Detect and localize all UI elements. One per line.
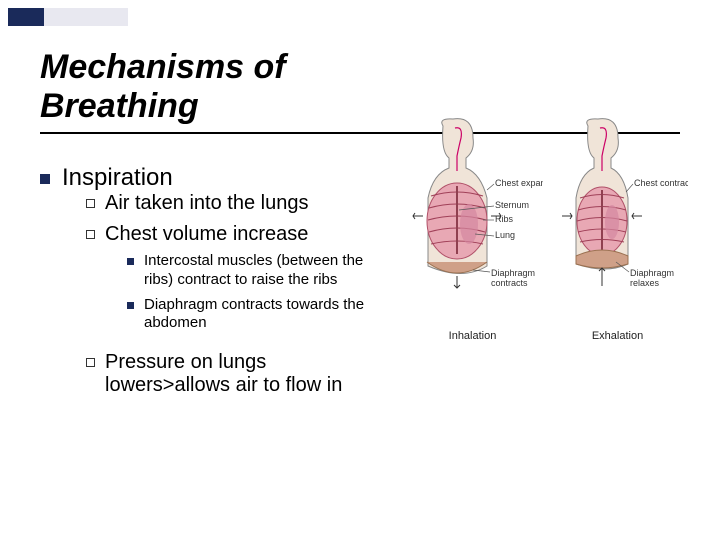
bullet-list-lvl3: Intercostal muscles (between the ribs) c…	[127, 252, 390, 333]
list-item: Pressure on lungs lowers>allows air to f…	[86, 351, 390, 397]
bullet-small-square-icon	[127, 258, 134, 265]
lung-shape	[605, 205, 619, 239]
contract-arrow-right-icon	[632, 213, 642, 219]
list-item: Chest volume increase Intercostal muscle…	[86, 223, 390, 343]
exhalation-caption: Exhalation	[548, 330, 688, 342]
page-title: Mechanisms of Breathing	[40, 48, 390, 126]
anno-diaphragm: Diaphragmcontracts	[491, 268, 535, 288]
lvl3-text: Diaphragm contracts towards the abdomen	[144, 296, 390, 334]
lvl3-text: Intercostal muscles (between the ribs) c…	[144, 252, 390, 290]
contract-arrow-left-icon	[562, 213, 572, 219]
expand-arrow-left-icon	[413, 213, 423, 219]
slide-accent	[8, 8, 128, 26]
bullet-open-square-icon	[86, 230, 95, 239]
anno-ribs: Ribs	[495, 214, 514, 224]
lvl2-text: Air taken into the lungs	[105, 192, 308, 215]
lung-shape	[460, 204, 478, 244]
bullet-small-square-icon	[127, 302, 134, 309]
anno-lung: Lung	[495, 230, 515, 240]
down-arrow-icon	[454, 276, 460, 288]
anno-chest: Chest contracts	[634, 178, 688, 188]
slide-content: Mechanisms of Breathing Inspiration Air …	[0, 0, 720, 439]
lvl1-text: Inspiration	[62, 164, 173, 191]
list-item: Air taken into the lungs	[86, 192, 390, 215]
breathing-diagram: Chest expands Sternum Ribs Lung Diaphrag…	[400, 116, 690, 342]
bullet-open-square-icon	[86, 358, 95, 367]
list-item: Diaphragm contracts towards the abdomen	[127, 296, 390, 334]
inhalation-figure: Chest expands Sternum Ribs Lung Diaphrag…	[403, 116, 543, 342]
inhalation-svg: Chest expands Sternum Ribs Lung Diaphrag…	[403, 116, 543, 326]
anno-chest: Chest expands	[495, 178, 543, 188]
list-item: Intercostal muscles (between the ribs) c…	[127, 252, 390, 290]
text-column: Mechanisms of Breathing Inspiration Air …	[40, 48, 390, 419]
anno-diaphragm: Diaphragmrelaxes	[630, 268, 674, 288]
bullet-square-icon	[40, 174, 50, 184]
up-arrow-icon	[599, 268, 605, 286]
anno-sternum: Sternum	[495, 200, 529, 210]
lvl2-text: Pressure on lungs lowers>allows air to f…	[105, 351, 390, 397]
list-item: Inspiration Air taken into the lungs Che…	[40, 164, 390, 405]
exhalation-svg: Chest contracts Diaphragmrelaxes	[548, 116, 688, 326]
bullet-open-square-icon	[86, 199, 95, 208]
lvl2-text: Chest volume increase	[105, 223, 308, 245]
exhalation-figure: Chest contracts Diaphragmrelaxes Exhalat…	[548, 116, 688, 342]
bullet-list-lvl2: Air taken into the lungs Chest volume in…	[86, 192, 390, 397]
inhalation-caption: Inhalation	[403, 330, 543, 342]
diagram-column: Chest expands Sternum Ribs Lung Diaphrag…	[400, 48, 690, 419]
diaphragm-shape	[427, 262, 487, 273]
bullet-list-lvl1: Inspiration Air taken into the lungs Che…	[40, 164, 390, 405]
